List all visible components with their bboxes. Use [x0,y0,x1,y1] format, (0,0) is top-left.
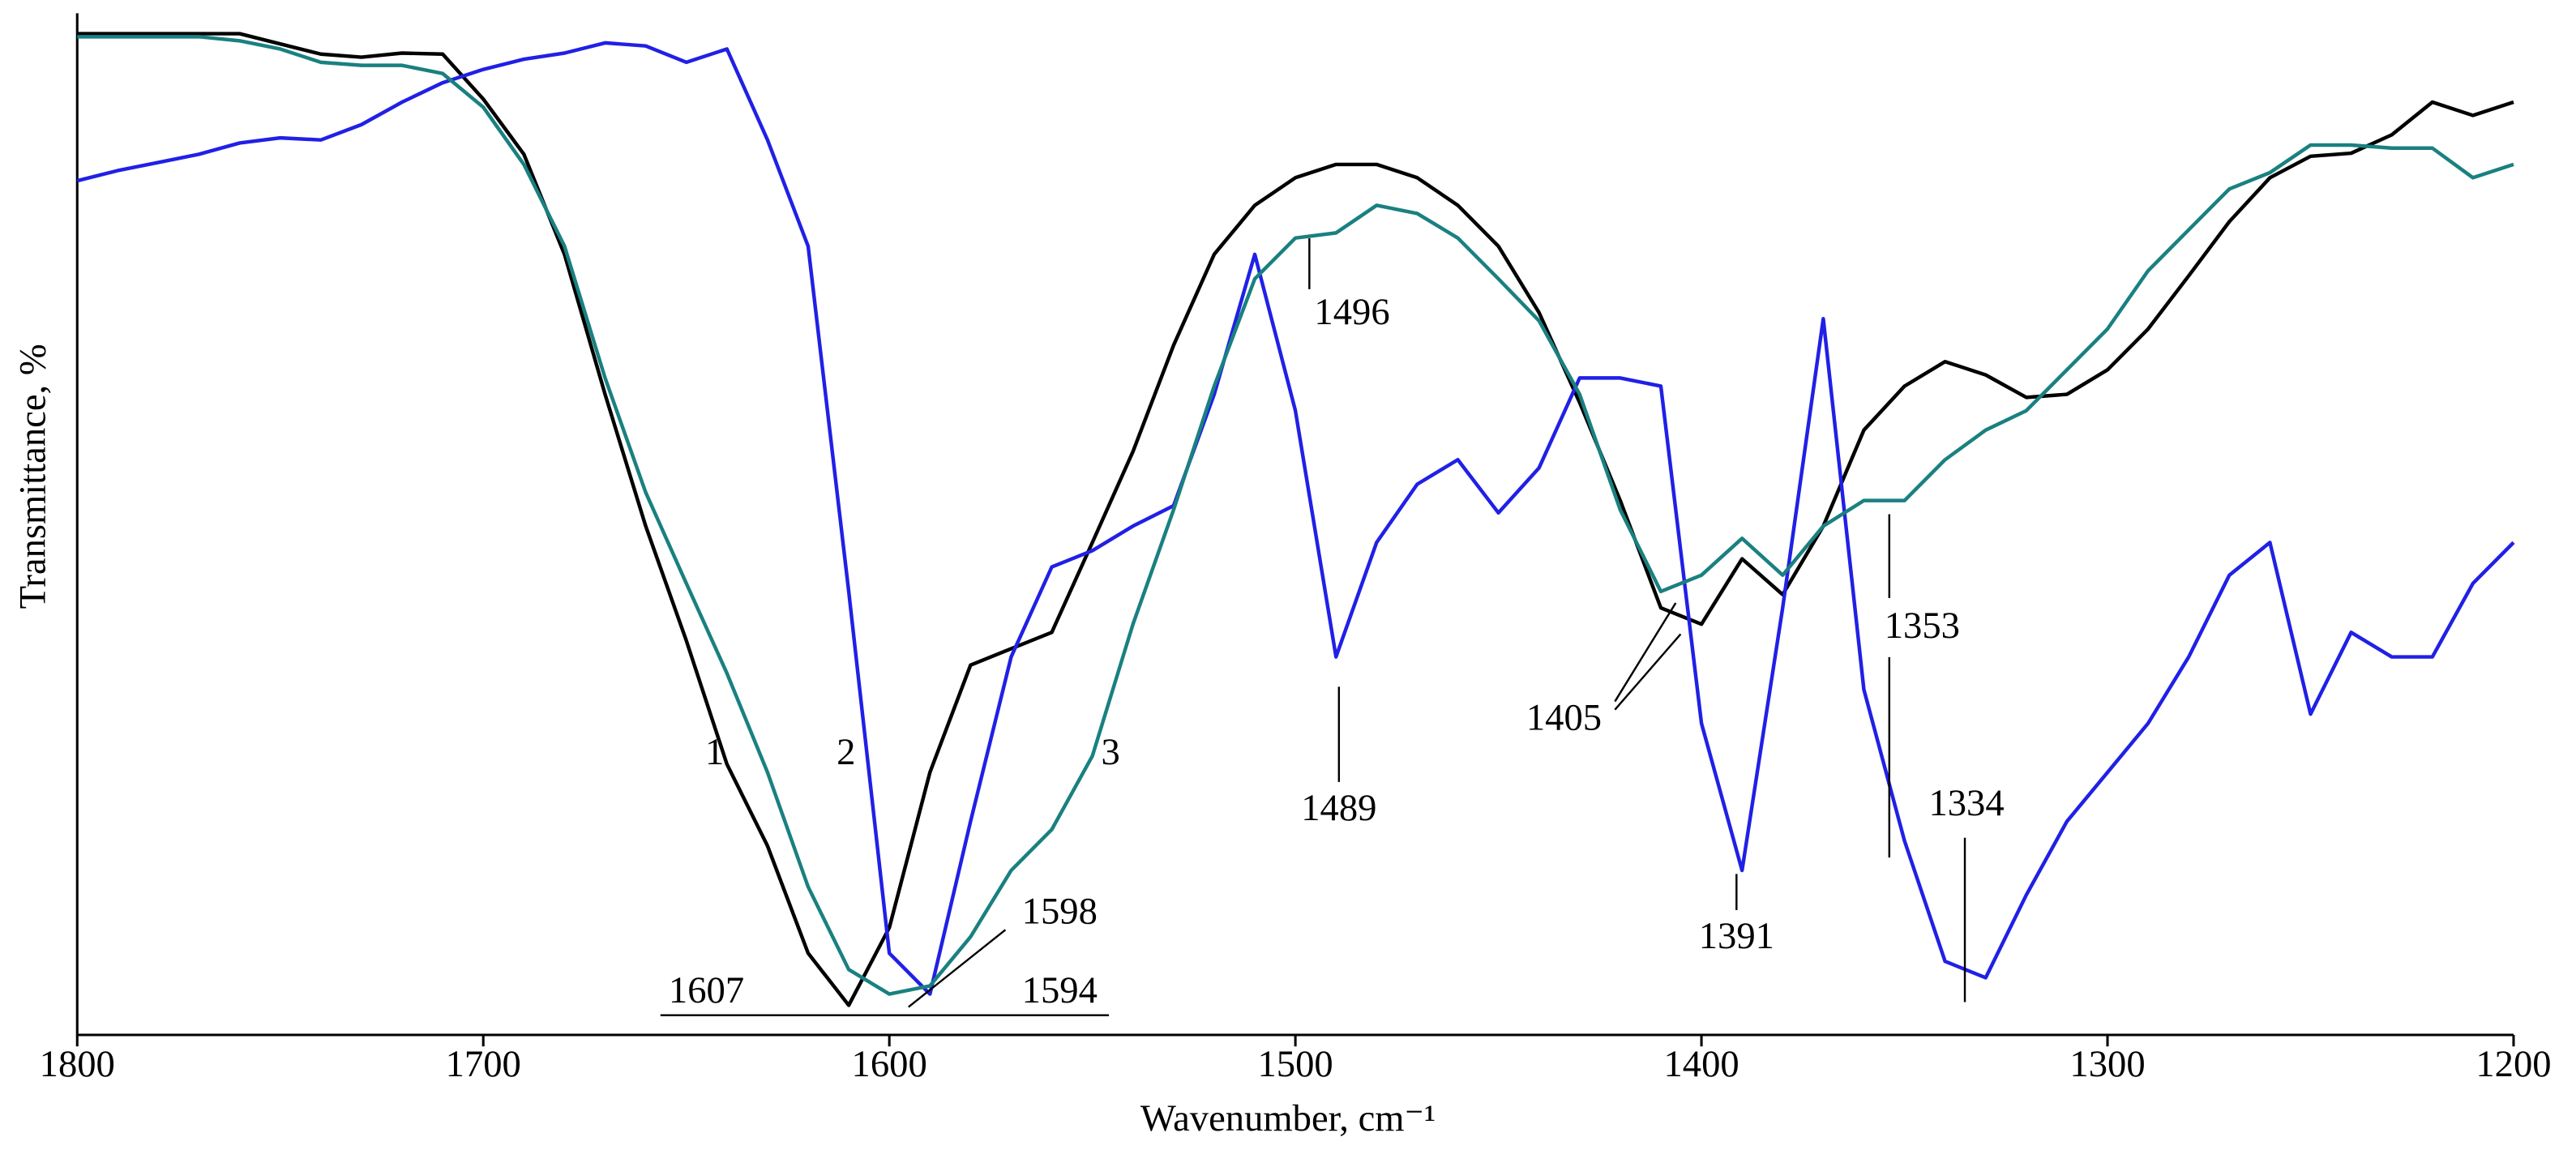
spectrum-line [77,32,2514,1007]
peak-annotation: 1594 [1022,969,1098,1011]
x-axis-label: Wavenumber, cm⁻¹ [1140,1097,1436,1139]
curve-label: 3 [1101,731,1119,773]
annotation-leader [1614,633,1682,711]
x-tick-label: 1200 [2475,1043,2551,1085]
y-axis-label: Transmittance, % [11,344,53,609]
spectrum-line [76,41,2515,996]
curve-label: 2 [837,731,855,773]
peak-annotation: 1391 [1699,915,1774,957]
annotation-leader [1614,602,1677,703]
x-tick-label: 1300 [2069,1043,2145,1085]
x-tick-label: 1500 [1258,1043,1333,1085]
peak-annotation: 1334 [1928,782,2004,824]
peak-annotation: 1489 [1301,787,1376,829]
peak-annotation: 1405 [1526,697,1602,739]
x-tick-label: 1700 [446,1043,521,1085]
x-tick-label: 1600 [852,1043,927,1085]
annotation-leader [908,929,1007,1008]
peak-annotation: 1353 [1885,605,1960,647]
peak-annotation: 1496 [1314,291,1389,333]
x-tick-label: 1400 [1663,1043,1739,1085]
spectrum-line [77,35,2514,996]
peak-annotation: 1607 [669,969,744,1011]
x-tick-label: 1800 [40,1043,115,1085]
peak-annotation: 1598 [1022,891,1098,933]
curve-label: 1 [705,731,724,773]
